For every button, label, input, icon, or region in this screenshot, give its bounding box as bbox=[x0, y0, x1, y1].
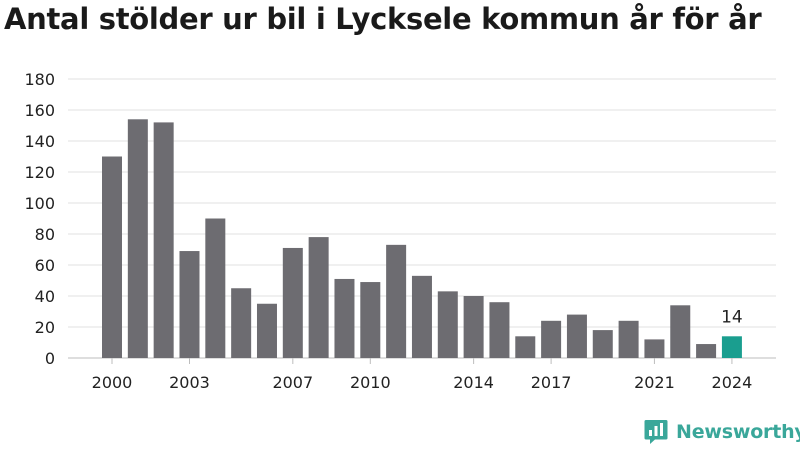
bar-2019 bbox=[592, 330, 613, 358]
bar-2000 bbox=[102, 156, 122, 358]
x-tick-label: 2017 bbox=[531, 373, 572, 392]
x-tick-label: 2014 bbox=[453, 373, 494, 392]
bar-2007 bbox=[282, 247, 303, 358]
bar-2012 bbox=[411, 275, 432, 358]
bar-2024 bbox=[721, 336, 742, 358]
y-tick-label: 20 bbox=[35, 318, 55, 337]
bar-2002 bbox=[153, 122, 174, 359]
bar-2016 bbox=[515, 336, 536, 358]
y-tick-label: 140 bbox=[24, 132, 55, 151]
bar-2018 bbox=[566, 314, 587, 358]
y-tick-label: 40 bbox=[35, 287, 55, 306]
bar-2023 bbox=[696, 344, 717, 358]
bar-2003 bbox=[179, 251, 200, 358]
x-tick-label: 2007 bbox=[272, 373, 313, 392]
newsworthy-brand: Newsworthy bbox=[644, 419, 800, 445]
bar-2020 bbox=[618, 320, 639, 358]
bar-2005 bbox=[231, 288, 252, 358]
bar-2014 bbox=[463, 296, 484, 358]
y-axis-ticks: 0 20 40 60 80 100 120 140 160 180 bbox=[24, 70, 55, 368]
bar-2008 bbox=[308, 237, 329, 358]
bar-2013 bbox=[437, 291, 458, 358]
bar-2011 bbox=[386, 244, 407, 358]
y-tick-label: 0 bbox=[45, 349, 55, 368]
bar-2022 bbox=[670, 305, 691, 358]
x-tick-label: 2010 bbox=[350, 373, 391, 392]
x-tick-label: 2000 bbox=[92, 373, 133, 392]
bar-2009 bbox=[334, 278, 355, 358]
y-tick-label: 160 bbox=[24, 101, 55, 120]
bar-2021 bbox=[644, 339, 665, 358]
y-tick-label: 120 bbox=[24, 163, 55, 182]
bar-2015 bbox=[489, 302, 510, 358]
bars bbox=[102, 119, 742, 359]
x-tick-label: 2003 bbox=[169, 373, 210, 392]
y-tick-label: 100 bbox=[24, 194, 55, 213]
data-label: 14 bbox=[721, 307, 743, 327]
newsworthy-logo-icon bbox=[644, 420, 668, 444]
brand-name: Newsworthy bbox=[676, 421, 800, 443]
x-axis-ticks: 2000 2003 2007 2010 2014 2017 2021 2024 bbox=[92, 358, 753, 392]
y-tick-label: 80 bbox=[35, 225, 55, 244]
chart-title: Antal stölder ur bil i Lycksele kommun å… bbox=[4, 2, 762, 36]
bar-2017 bbox=[541, 320, 562, 358]
x-tick-label: 2024 bbox=[712, 373, 753, 392]
annotations: 14 bbox=[721, 307, 743, 327]
bar-2001 bbox=[127, 119, 148, 358]
x-tick-label: 2021 bbox=[634, 373, 675, 392]
bar-2006 bbox=[256, 303, 277, 358]
y-tick-label: 180 bbox=[24, 70, 55, 89]
bar-2010 bbox=[360, 282, 381, 358]
bar-2004 bbox=[205, 218, 226, 358]
y-tick-label: 60 bbox=[35, 256, 55, 275]
